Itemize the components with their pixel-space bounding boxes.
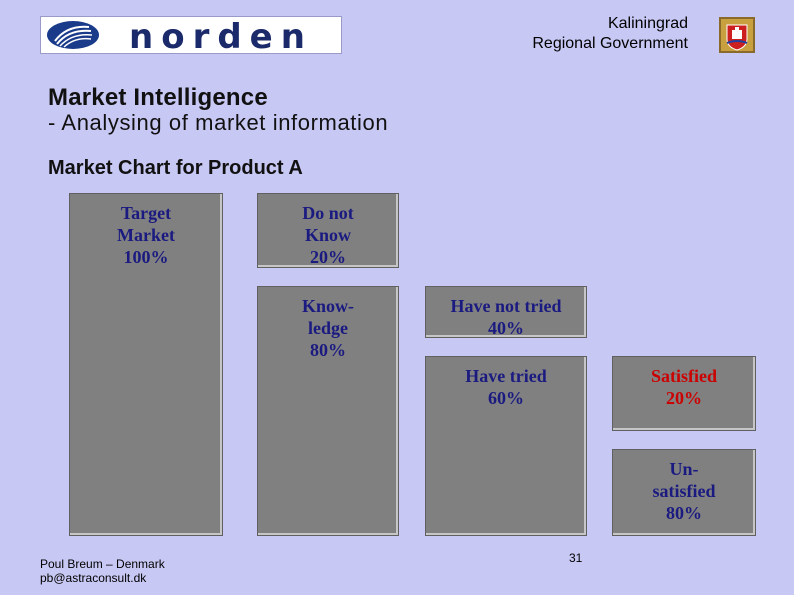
box-label: Do not Know 20%	[302, 203, 354, 267]
government-line-2: Regional Government	[532, 35, 688, 52]
box-label: Un- satisfied 80%	[652, 459, 716, 523]
box-have-not-tried: Have not tried 40%	[425, 286, 587, 338]
box-do-not-know: Do not Know 20%	[257, 193, 399, 268]
norden-logo: norden	[40, 16, 342, 54]
kaliningrad-crest-icon	[719, 17, 755, 53]
box-knowledge: Know- ledge 80%	[257, 286, 399, 536]
footer-email[interactable]: pb@astraconsult.dk	[40, 571, 147, 585]
slide-title: Market Intelligence	[48, 84, 268, 111]
box-label: Satisfied 20%	[650, 366, 717, 408]
box-label: Have not tried 40%	[450, 296, 562, 338]
box-unsatisfied: Un- satisfied 80%	[612, 449, 756, 536]
page-number: 31	[569, 551, 583, 565]
slide-subtitle: - Analysing of market information	[48, 110, 389, 135]
government-name: Kaliningrad Regional Government	[532, 14, 688, 54]
box-have-tried: Have tried 60%	[425, 356, 587, 536]
box-satisfied: Satisfied 20%	[612, 356, 756, 431]
box-target-market: Target Market 100%	[69, 193, 223, 536]
footer-author-block: Poul Breum – Denmark pb@astraconsult.dk	[40, 557, 165, 585]
svg-text:norden: norden	[129, 18, 313, 52]
norden-wordmark: norden	[129, 18, 313, 52]
government-line-1: Kaliningrad	[607, 15, 688, 32]
chart-title: Market Chart for Product A	[48, 157, 303, 179]
box-label: Have tried 60%	[465, 366, 547, 408]
box-label: Target Market 100%	[117, 203, 175, 267]
norden-swan-globe-icon	[47, 21, 99, 49]
footer-author: Poul Breum – Denmark	[40, 557, 165, 571]
box-label: Know- ledge 80%	[301, 296, 354, 360]
